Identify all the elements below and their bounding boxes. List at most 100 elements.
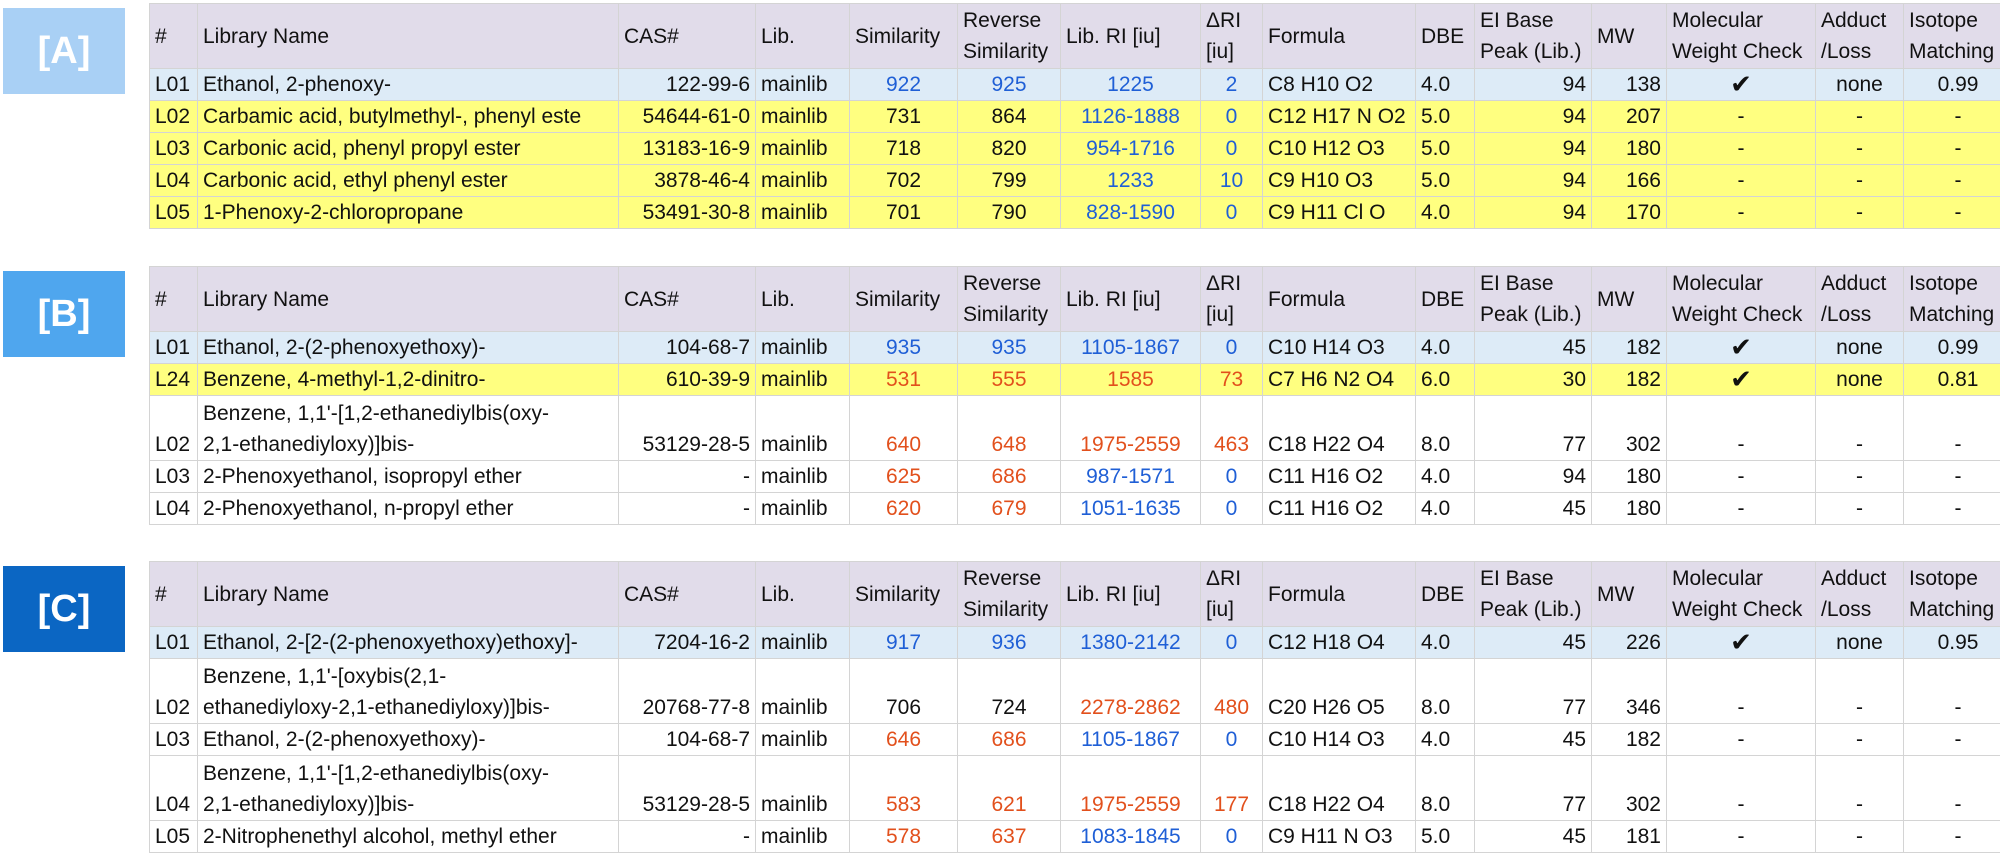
lib-cell: mainlib xyxy=(755,100,850,133)
column-header: Isotope Matching xyxy=(1903,266,2000,332)
table-row[interactable]: L03 Ethanol, 2-(2-phenoxyethoxy)- 104-68-7… xyxy=(149,723,2000,756)
library-name-line: Benzene, 1,1'-[1,2-ethanediylbis(oxy- xyxy=(203,762,550,785)
adduct-cell: none xyxy=(1815,626,1904,659)
table-row[interactable]: L05 1-Phenoxy-2-chloropropane 53491-30-8 ma… xyxy=(149,196,2000,229)
ri-cell: 1105-1867 xyxy=(1060,331,1201,364)
peak-cell: 45 xyxy=(1474,492,1592,525)
column-header: DBE xyxy=(1415,3,1475,69)
lib-cell: mainlib xyxy=(755,492,850,525)
table-row[interactable]: L02 Benzene, 1,1'-[1,2-ethanediylbis(oxy-… xyxy=(149,395,2000,461)
lib-cell: mainlib xyxy=(755,755,850,821)
formula-cell: C10 H12 O3 xyxy=(1262,132,1416,165)
id-cell: L02 xyxy=(149,658,198,724)
ri-cell: 1083-1845 xyxy=(1060,820,1201,853)
mw-cell: 138 xyxy=(1591,68,1667,101)
iso-cell: - xyxy=(1903,100,2000,133)
ri-cell: 1126-1888 xyxy=(1060,100,1201,133)
id-cell: L03 xyxy=(149,460,198,493)
dri-cell: 177 xyxy=(1200,755,1263,821)
table-row[interactable]: L01 Ethanol, 2-(2-phenoxyethoxy)- 104-68-7… xyxy=(149,331,2000,364)
table-row[interactable]: L01 Ethanol, 2-[2-(2-phenoxyethoxy)ethoxy… xyxy=(149,626,2000,659)
mwcheck-cell: ✔ xyxy=(1666,363,1816,396)
table-row[interactable]: L02 Benzene, 1,1'-[oxybis(2,1- ethanediylo… xyxy=(149,658,2000,724)
cas-cell: 104-68-7 xyxy=(618,331,756,364)
table-row[interactable]: L02 Carbamic acid, butylmethyl-, phenyl e… xyxy=(149,100,2000,133)
header-row: # Library Name CAS# Lib. Similarity Reverse S… xyxy=(149,561,2000,627)
column-header: Lib. xyxy=(755,561,850,627)
column-header: ΔRI [iu] xyxy=(1200,561,1263,627)
dri-cell: 0 xyxy=(1200,626,1263,659)
sim-cell: 701 xyxy=(849,196,958,229)
peak-cell: 94 xyxy=(1474,132,1592,165)
table-row[interactable]: L01 Ethanol, 2-phenoxy- 122-99-6 mainlib 922… xyxy=(149,68,2000,101)
table-row[interactable]: L03 2-Phenoxyethanol, isopropyl ether - mai… xyxy=(149,460,2000,493)
peak-cell: 45 xyxy=(1474,820,1592,853)
mw-cell: 182 xyxy=(1591,723,1667,756)
table-row[interactable]: L04 Carbonic acid, ethyl phenyl ester 3878… xyxy=(149,164,2000,197)
table-row[interactable]: L24 Benzene, 4-methyl-1,2-dinitro- 610-39-… xyxy=(149,363,2000,396)
formula-cell: C9 H10 O3 xyxy=(1262,164,1416,197)
rsim-cell: 864 xyxy=(957,100,1061,133)
adduct-cell: none xyxy=(1815,363,1904,396)
lib-cell: mainlib xyxy=(755,68,850,101)
sim-cell: 917 xyxy=(849,626,958,659)
mw-cell: 182 xyxy=(1591,363,1667,396)
mwcheck-cell: - xyxy=(1666,460,1816,493)
ri-cell: 1225 xyxy=(1060,68,1201,101)
cas-cell: 53129-28-5 xyxy=(618,755,756,821)
column-header: EI Base Peak (Lib.) xyxy=(1474,3,1592,69)
lib-cell: mainlib xyxy=(755,626,850,659)
peak-cell: 30 xyxy=(1474,363,1592,396)
column-header: CAS# xyxy=(618,3,756,69)
table-row[interactable]: L04 Benzene, 1,1'-[1,2-ethanediylbis(oxy-… xyxy=(149,755,2000,821)
id-cell: L24 xyxy=(149,363,198,396)
sim-cell: 706 xyxy=(849,658,958,724)
dbe-cell: 8.0 xyxy=(1415,395,1475,461)
lib-cell: mainlib xyxy=(755,196,850,229)
cas-cell: 54644-61-0 xyxy=(618,100,756,133)
rsim-cell: 790 xyxy=(957,196,1061,229)
mwcheck-cell: - xyxy=(1666,100,1816,133)
lib-cell: mainlib xyxy=(755,395,850,461)
ri-cell: 2278-2862 xyxy=(1060,658,1201,724)
sim-cell: 640 xyxy=(849,395,958,461)
mw-cell: 180 xyxy=(1591,132,1667,165)
dbe-cell: 5.0 xyxy=(1415,164,1475,197)
rsim-cell: 799 xyxy=(957,164,1061,197)
adduct-cell: - xyxy=(1815,723,1904,756)
peak-cell: 94 xyxy=(1474,164,1592,197)
mw-cell: 166 xyxy=(1591,164,1667,197)
peak-cell: 77 xyxy=(1474,755,1592,821)
dbe-cell: 4.0 xyxy=(1415,196,1475,229)
column-header: Isotope Matching xyxy=(1903,3,2000,69)
column-header: # xyxy=(149,3,198,69)
table-row[interactable]: L03 Carbonic acid, phenyl propyl ester 131… xyxy=(149,132,2000,165)
adduct-cell: - xyxy=(1815,492,1904,525)
table-row[interactable]: L05 2-Nitrophenethyl alcohol, methyl ethe… xyxy=(149,820,2000,853)
column-header: Library Name xyxy=(197,561,619,627)
name-cell: 2-Phenoxyethanol, isopropyl ether xyxy=(197,460,619,493)
iso-cell: - xyxy=(1903,132,2000,165)
rsim-cell: 820 xyxy=(957,132,1061,165)
name-cell: 2-Nitrophenethyl alcohol, methyl ether xyxy=(197,820,619,853)
dbe-cell: 4.0 xyxy=(1415,626,1475,659)
adduct-cell: - xyxy=(1815,100,1904,133)
table-row[interactable]: L04 2-Phenoxyethanol, n-propyl ether - main… xyxy=(149,492,2000,525)
library-name-line: 2,1-ethanediyloxy)]bis- xyxy=(203,793,415,816)
rsim-cell: 637 xyxy=(957,820,1061,853)
formula-cell: C18 H22 O4 xyxy=(1262,755,1416,821)
iso-cell: 0.99 xyxy=(1903,331,2000,364)
column-header: Library Name xyxy=(197,3,619,69)
name-cell: Ethanol, 2-(2-phenoxyethoxy)- xyxy=(197,331,619,364)
column-header: MW xyxy=(1591,266,1667,332)
id-cell: L01 xyxy=(149,626,198,659)
cas-cell: 53129-28-5 xyxy=(618,395,756,461)
id-cell: L02 xyxy=(149,395,198,461)
ri-cell: 1051-1635 xyxy=(1060,492,1201,525)
adduct-cell: - xyxy=(1815,132,1904,165)
panel-label: [A] xyxy=(3,8,125,94)
adduct-cell: - xyxy=(1815,658,1904,724)
iso-cell: - xyxy=(1903,820,2000,853)
header-row: # Library Name CAS# Lib. Similarity Reverse S… xyxy=(149,3,2000,69)
dbe-cell: 4.0 xyxy=(1415,492,1475,525)
